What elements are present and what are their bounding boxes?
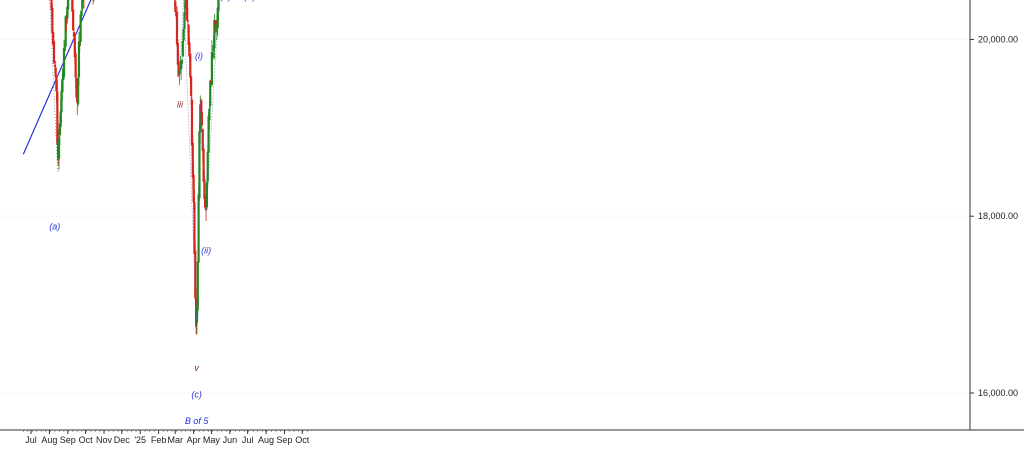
- wave-label: (i): [195, 51, 203, 61]
- wave-label: (c): [191, 389, 202, 399]
- x-tick-label: May: [203, 435, 221, 445]
- candle-body: [183, 30, 185, 40]
- x-tick-label: Jul: [242, 435, 254, 445]
- candle-body: [189, 54, 191, 78]
- x-tick-label: Jul: [25, 435, 37, 445]
- candle-body: [75, 53, 77, 77]
- x-tick-label: Sep: [276, 435, 292, 445]
- candle-body: [181, 60, 183, 64]
- x-tick-label: Jun: [223, 435, 238, 445]
- candle: [53, 40, 55, 64]
- x-tick-label: Aug: [41, 435, 57, 445]
- x-tick-label: Sep: [60, 435, 76, 445]
- candle-body: [188, 43, 190, 52]
- wave-label: (a): [49, 221, 60, 231]
- y-tick-label: 20,000.00: [978, 34, 1018, 44]
- x-tick-label: Mar: [167, 435, 183, 445]
- candle-body: [190, 77, 192, 96]
- candle-body: [182, 41, 184, 57]
- x-tick-label: '25: [134, 435, 146, 445]
- candle-body: [55, 68, 57, 78]
- y-tick-label: 18,000.00: [978, 211, 1018, 221]
- x-tick-label: Feb: [151, 435, 167, 445]
- wave-label: (ii): [201, 245, 211, 255]
- wave-label: iii: [177, 99, 184, 109]
- x-tick-label: Nov: [96, 435, 113, 445]
- candle-body: [72, 10, 74, 31]
- candle-body: [67, 0, 69, 9]
- candle-body: [63, 48, 65, 77]
- wave-label: v: [194, 363, 199, 373]
- x-tick-label: Dec: [114, 435, 131, 445]
- candle-body: [174, 1, 176, 11]
- x-tick-label: Aug: [258, 435, 274, 445]
- wave-label: (b) of (iii): [220, 0, 256, 2]
- candle-body: [53, 41, 55, 63]
- x-tick-label: Oct: [79, 435, 94, 445]
- wave-label: B of 5: [185, 416, 210, 426]
- x-tick-label: Apr: [187, 435, 201, 445]
- candle-body: [187, 20, 189, 21]
- y-tick-label: 16,000.00: [978, 388, 1018, 398]
- x-tick-label: Oct: [295, 435, 310, 445]
